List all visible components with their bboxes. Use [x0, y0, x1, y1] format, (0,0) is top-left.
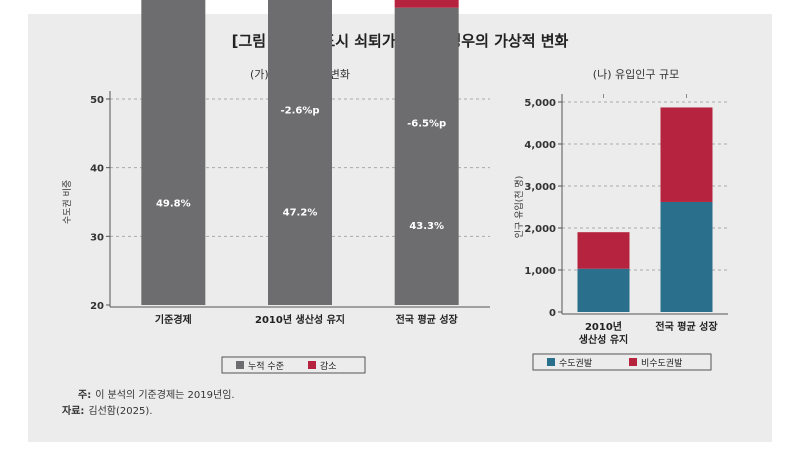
- legend-label: 감소: [320, 360, 337, 372]
- y-axis-label: 수도권 비중: [61, 180, 73, 224]
- legend-box: [221, 356, 366, 374]
- x-tick-label: 2010년: [585, 320, 622, 333]
- bar-base: [394, 7, 459, 305]
- legend-swatch: [547, 358, 555, 366]
- level-label: 49.8%: [156, 199, 191, 210]
- legend-label: 비수도권발: [641, 357, 682, 369]
- legend-label: 수도권발: [559, 357, 592, 369]
- decrease-label: -6.5%p: [407, 119, 446, 130]
- source-label: 자료:: [62, 404, 84, 417]
- y-tick-label: 30: [90, 232, 104, 243]
- bar-base: [577, 268, 630, 312]
- x-tick-label: 기준경제: [155, 313, 192, 326]
- bar-top: [394, 0, 459, 8]
- legend-box: [532, 353, 712, 371]
- y-tick-label: 50: [90, 95, 104, 106]
- x-tick-label: 전국 평균 성장: [655, 320, 718, 333]
- chart-title: (나) 유입인구 규모: [593, 68, 679, 81]
- bar-base: [660, 201, 713, 312]
- source: 자료: 김선함(2025).: [62, 404, 152, 417]
- decrease-label: -2.6%p: [280, 105, 319, 116]
- source-text: 김선함(2025).: [88, 405, 152, 417]
- level-label: 43.3%: [409, 221, 444, 232]
- y-tick-label: 4,000: [524, 140, 556, 151]
- y-tick-label: 3,000: [524, 182, 556, 193]
- x-tick-label: 전국 평균 성장: [396, 313, 459, 326]
- legend-swatch: [308, 361, 316, 369]
- legend-swatch: [236, 361, 244, 369]
- y-tick-label: 1,000: [524, 266, 556, 277]
- legend-label: 누적 수준: [248, 360, 284, 372]
- note-label: 주:: [78, 389, 91, 401]
- bar-base: [268, 0, 332, 305]
- note: 주: 이 분석의 기준경제는 2019년임.: [78, 388, 235, 401]
- y-tick-label: 20: [90, 301, 104, 312]
- y-tick-label: 40: [90, 164, 104, 175]
- y-axis-label: 인구 유입(천 명): [513, 176, 525, 238]
- y-tick-label: 5,000: [524, 98, 556, 109]
- legend-swatch: [629, 358, 637, 366]
- chart-right-inflow: (나) 유입인구 규모 0 1,000 2,000 3,000 4,000 5,000 인구 …: [513, 68, 728, 371]
- bar-base: [141, 0, 206, 305]
- x-tick-label: 2010년 생산성 유지: [255, 313, 345, 326]
- note-text: 이 분석의 기준경제는 2019년임.: [95, 388, 234, 401]
- y-tick-label: 2,000: [524, 224, 556, 235]
- bar-top: [660, 107, 713, 202]
- bar-top: [577, 232, 630, 269]
- y-tick-label: 0: [549, 308, 556, 319]
- x-tick-label: 생산성 유지: [579, 333, 628, 346]
- level-label: 47.2%: [283, 208, 318, 219]
